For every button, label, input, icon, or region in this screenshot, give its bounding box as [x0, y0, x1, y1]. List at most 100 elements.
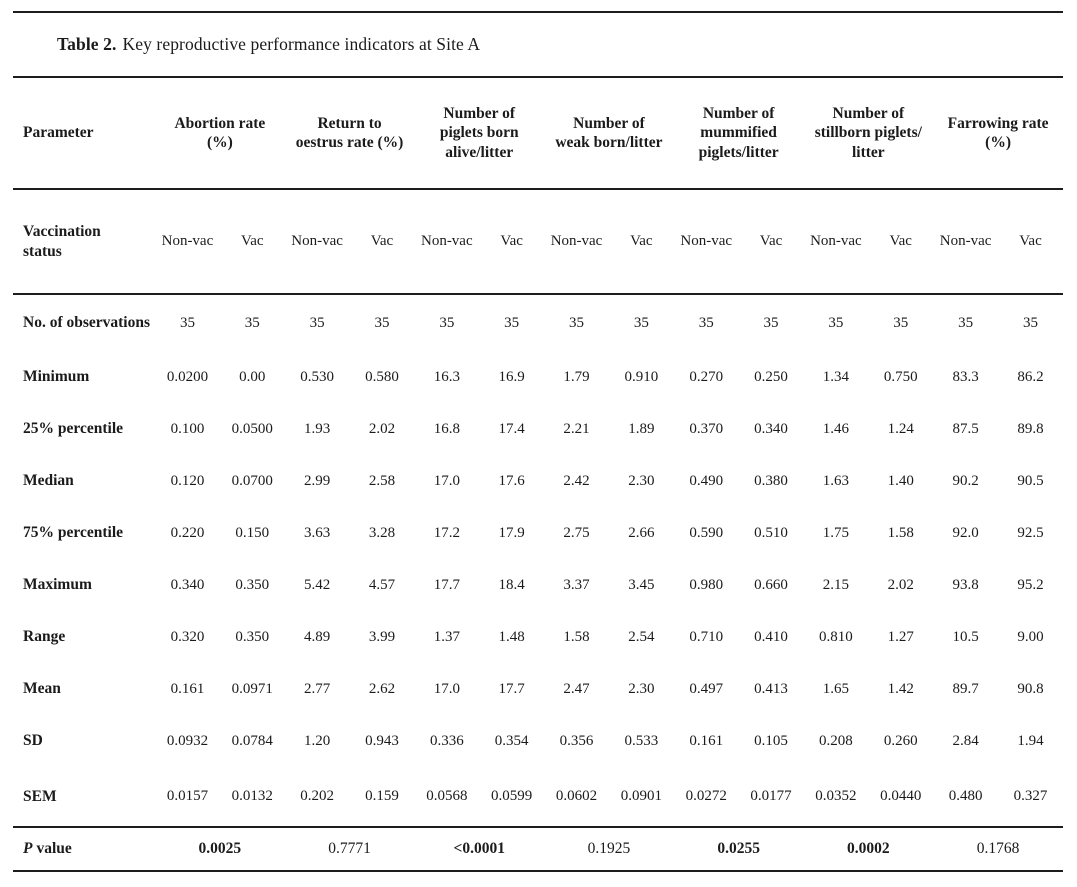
- value-cell: 2.99: [304, 472, 331, 489]
- value-cell: 1.93: [304, 420, 331, 437]
- vaccination-row: Vaccination status Non-vac Vac Non-vac Vac N…: [13, 189, 1063, 294]
- value-cell: 0.750: [883, 368, 918, 385]
- value-cell: 35: [504, 314, 520, 331]
- row-label: SEM: [23, 787, 57, 805]
- row-label: No. of observations: [23, 314, 151, 332]
- group-header: Number of stillborn piglets/​litter: [814, 104, 922, 161]
- value-cell: 4.89: [304, 628, 331, 645]
- value-cell: 92.0: [952, 524, 979, 541]
- value-cell: 35: [179, 314, 195, 331]
- table-row: Mean 0.161 0.0971 2.77 2.62 17.0 17.7 2.47 2.30 0…: [13, 663, 1063, 715]
- p-value-cell: <0.0001: [453, 840, 505, 858]
- value-cell: 2.54: [628, 628, 655, 645]
- value-cell: 0.0602: [555, 788, 598, 805]
- row-label: 25% percentile: [23, 420, 124, 438]
- value-cell: 2.30: [628, 472, 655, 489]
- value-cell: 0.208: [819, 732, 853, 749]
- value-cell: 0.260: [883, 732, 918, 749]
- value-cell: 3.28: [368, 524, 396, 541]
- vaccination-status-label: Vaccination status: [23, 223, 101, 260]
- value-cell: 0.0272: [685, 788, 727, 805]
- top-rule: [13, 11, 1063, 13]
- value-cell: 0.370: [689, 420, 724, 437]
- header-row: Parameter Abortion rate (%) Return to oes…: [13, 78, 1063, 189]
- value-cell: 0.327: [1013, 788, 1048, 805]
- value-cell: 0.340: [170, 576, 205, 593]
- value-cell: 3.99: [368, 628, 396, 645]
- vaccination-status-cell: Vac: [370, 233, 394, 250]
- value-cell: 92.5: [1017, 524, 1044, 541]
- value-cell: 0.0599: [491, 788, 533, 805]
- value-cell: 35: [439, 314, 455, 331]
- value-cell: 0.105: [754, 732, 788, 749]
- value-cell: 17.7: [433, 576, 460, 593]
- vaccination-status-cell: Non-vac: [161, 233, 214, 250]
- value-cell: 16.9: [498, 368, 525, 385]
- value-cell: 35: [309, 314, 325, 331]
- value-cell: 2.75: [563, 524, 590, 541]
- vaccination-status-cell: Non-vac: [680, 233, 733, 250]
- value-cell: 3.45: [628, 576, 655, 593]
- value-cell: 2.66: [628, 524, 655, 541]
- value-cell: 17.2: [433, 524, 460, 541]
- value-cell: 0.530: [300, 368, 334, 385]
- value-cell: 2.21: [563, 420, 590, 437]
- parameter-header: Parameter: [23, 124, 94, 142]
- table-row: Range 0.320 0.350 4.89 3.99 1.37 1.48 1.58 2.54 0…: [13, 611, 1063, 663]
- value-cell: 2.30: [628, 680, 655, 697]
- group-header: Number of weak born/​litter: [555, 114, 663, 151]
- value-cell: 0.202: [300, 788, 334, 805]
- table-caption-text: Key reproductive performance indicators …: [122, 34, 481, 54]
- value-cell: 0.490: [689, 472, 724, 489]
- value-cell: 0.380: [754, 472, 788, 489]
- row-label: 75% percentile: [23, 524, 124, 542]
- group-header: Farrowing rate (%): [947, 114, 1049, 151]
- value-cell: 2.02: [368, 420, 396, 437]
- p-value-cell: 0.7771: [328, 840, 371, 858]
- table-row: SEM 0.0157 0.0132 0.202 0.159 0.0568 0.0599 0.0…: [13, 767, 1063, 827]
- value-cell: 35: [633, 314, 649, 331]
- vaccination-status-cell: Non-vac: [810, 233, 862, 250]
- value-cell: 2.77: [304, 680, 331, 697]
- p-value-cell: 0.0002: [847, 840, 890, 858]
- vaccination-status-cell: Non-vac: [291, 233, 343, 250]
- table-row: Minimum 0.0200 0.00 0.530 0.580 16.3 16.9 1.79 0…: [13, 351, 1063, 403]
- value-cell: 0.710: [689, 628, 724, 645]
- caption-rule: [13, 76, 1063, 78]
- row-label: Minimum: [23, 368, 90, 386]
- value-cell: 1.46: [822, 420, 850, 437]
- vaccination-status-cell: Vac: [630, 233, 653, 250]
- value-cell: 16.3: [433, 368, 460, 385]
- value-cell: 0.150: [235, 524, 270, 541]
- value-cell: 90.5: [1017, 472, 1044, 489]
- value-cell: 0.220: [170, 524, 205, 541]
- vaccination-status-cell: Vac: [889, 233, 912, 250]
- value-cell: 16.8: [433, 420, 460, 437]
- row-label: Median: [23, 472, 74, 490]
- row-label: SD: [23, 732, 43, 750]
- value-cell: 0.0568: [426, 788, 468, 805]
- value-cell: 0.943: [365, 732, 399, 749]
- value-cell: 0.00: [239, 368, 266, 385]
- value-cell: 89.8: [1017, 420, 1044, 437]
- value-cell: 1.58: [887, 524, 914, 541]
- value-cell: 1.40: [887, 472, 914, 489]
- value-cell: 0.0177: [750, 788, 792, 805]
- value-cell: 0.413: [754, 680, 788, 697]
- value-cell: 0.320: [170, 628, 205, 645]
- value-cell: 35: [698, 314, 714, 331]
- value-cell: 2.84: [952, 732, 979, 749]
- value-cell: 35: [244, 314, 260, 331]
- value-cell: 10.5: [952, 628, 979, 645]
- value-cell: 0.533: [624, 732, 659, 749]
- value-cell: 5.42: [304, 576, 331, 593]
- value-cell: 1.27: [887, 628, 914, 645]
- value-cell: 2.47: [563, 680, 590, 697]
- value-cell: 0.0200: [166, 368, 209, 385]
- value-cell: 3.37: [563, 576, 590, 593]
- value-cell: 2.15: [822, 576, 850, 593]
- value-cell: 17.9: [498, 524, 525, 541]
- value-cell: 1.63: [822, 472, 850, 489]
- value-cell: 18.4: [498, 576, 525, 593]
